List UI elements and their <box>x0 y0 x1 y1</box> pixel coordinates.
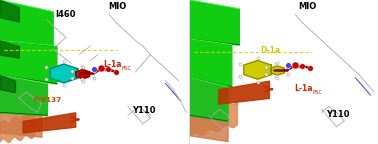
Text: I460: I460 <box>56 10 76 19</box>
Text: Y110: Y110 <box>326 110 350 119</box>
Text: Y110: Y110 <box>132 106 155 115</box>
Text: MIO: MIO <box>108 2 126 11</box>
Text: PSC: PSC <box>313 90 323 95</box>
Polygon shape <box>271 66 284 75</box>
Text: PSC: PSC <box>122 66 132 71</box>
Polygon shape <box>244 60 271 79</box>
Text: L-1a: L-1a <box>294 84 313 93</box>
Text: F/V137: F/V137 <box>33 96 61 103</box>
Text: D-1a: D-1a <box>260 46 280 55</box>
Polygon shape <box>76 70 90 79</box>
Text: MIO: MIO <box>298 2 316 11</box>
Polygon shape <box>50 64 78 83</box>
Text: L-1a: L-1a <box>103 60 122 69</box>
